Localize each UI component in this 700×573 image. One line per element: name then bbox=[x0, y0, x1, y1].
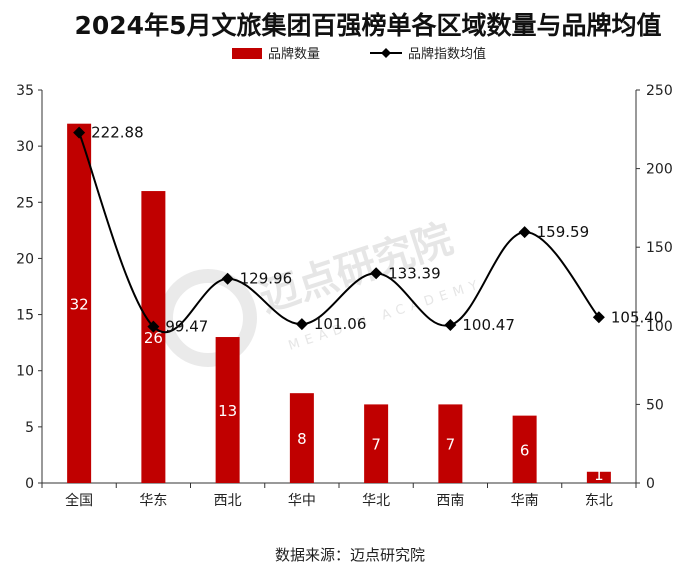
bar-value-label: 1 bbox=[594, 466, 604, 484]
chart-title: 2024年5月文旅集团百强榜单各区域数量与品牌均值 bbox=[75, 11, 662, 40]
line-point bbox=[370, 267, 383, 280]
line-value-label: 133.39 bbox=[388, 264, 441, 282]
legend-swatch-bar bbox=[232, 48, 262, 59]
y-right-tick-label: 200 bbox=[646, 162, 673, 178]
bar-value-label: 8 bbox=[297, 430, 307, 448]
y-left-tick-label: 5 bbox=[25, 420, 34, 436]
data-source: 数据来源：迈点研究院 bbox=[275, 546, 425, 564]
line-series: 222.88 99.47 129.96 101.06 133.39 100.47 159.5… bbox=[73, 124, 663, 336]
legend-label-bar: 品牌数量 bbox=[268, 46, 320, 62]
bar bbox=[586, 471, 611, 483]
y-right-tick-label: 0 bbox=[646, 476, 655, 492]
line-value-label: 222.88 bbox=[91, 124, 144, 142]
bar bbox=[141, 191, 166, 484]
bar bbox=[289, 393, 314, 483]
line-value-label: 129.96 bbox=[240, 270, 293, 288]
y-left-tick-label: 15 bbox=[16, 308, 34, 324]
line-point bbox=[518, 226, 531, 239]
x-tick-label: 华北 bbox=[362, 493, 390, 509]
x-tick-label: 西北 bbox=[214, 493, 242, 509]
x-tick-label: 西南 bbox=[436, 493, 464, 509]
y-left-tick-label: 10 bbox=[16, 364, 34, 380]
bar-value-label: 26 bbox=[144, 329, 163, 347]
legend-diamond-icon bbox=[381, 48, 391, 58]
y-left-tick-label: 25 bbox=[16, 195, 34, 211]
bar-value-label: 7 bbox=[371, 436, 381, 454]
line-point bbox=[295, 318, 308, 331]
line-point bbox=[147, 320, 160, 333]
y-left-tick-label: 0 bbox=[25, 476, 34, 492]
line-point bbox=[221, 272, 234, 285]
line-value-label: 159.59 bbox=[537, 223, 590, 241]
x-tick-label: 东北 bbox=[585, 493, 613, 509]
x-tick-label: 华南 bbox=[511, 493, 539, 509]
x-tick-label: 华东 bbox=[139, 493, 167, 509]
bar-value-label: 6 bbox=[520, 441, 530, 459]
line-value-label: 105.40 bbox=[611, 308, 664, 326]
line-value-label: 100.47 bbox=[462, 316, 515, 334]
bar bbox=[512, 415, 537, 483]
line-point bbox=[444, 319, 457, 332]
y-left-tick-label: 35 bbox=[16, 83, 34, 99]
line-value-label: 101.06 bbox=[314, 315, 367, 333]
bars: 32 26 13 8 7 7 6 1 bbox=[67, 123, 611, 484]
bar-value-label: 32 bbox=[70, 295, 89, 313]
watermark: 迈点研究院 MEADIN ACADEMY bbox=[159, 216, 485, 367]
y-right-tick-label: 100 bbox=[646, 319, 673, 335]
line-value-label: 99.47 bbox=[165, 318, 208, 336]
y-right-tick-label: 50 bbox=[646, 397, 664, 413]
bar-value-label: 7 bbox=[446, 436, 456, 454]
bar-value-label: 13 bbox=[218, 402, 237, 420]
bar bbox=[215, 337, 240, 483]
bar bbox=[364, 404, 389, 483]
x-tick-label: 全国 bbox=[65, 492, 93, 509]
y-right-tick-label: 250 bbox=[646, 83, 673, 99]
y-left-tick-label: 30 bbox=[16, 139, 34, 155]
y-right-tick-label: 150 bbox=[646, 240, 673, 256]
legend: 品牌数量 品牌指数均值 bbox=[232, 46, 486, 62]
bar bbox=[67, 123, 92, 483]
line-point bbox=[73, 126, 86, 139]
bar bbox=[438, 404, 463, 483]
y-left-tick-label: 20 bbox=[16, 251, 34, 267]
watermark-logo-icon bbox=[159, 269, 257, 367]
x-tick-label: 华中 bbox=[288, 493, 316, 509]
line-point bbox=[592, 311, 605, 324]
legend-label-line: 品牌指数均值 bbox=[408, 46, 486, 62]
axes: 0 5 10 15 20 25 30 35 0 50 100 150 200 250 全国 华东 西北 华中 华北 西… bbox=[16, 83, 673, 509]
